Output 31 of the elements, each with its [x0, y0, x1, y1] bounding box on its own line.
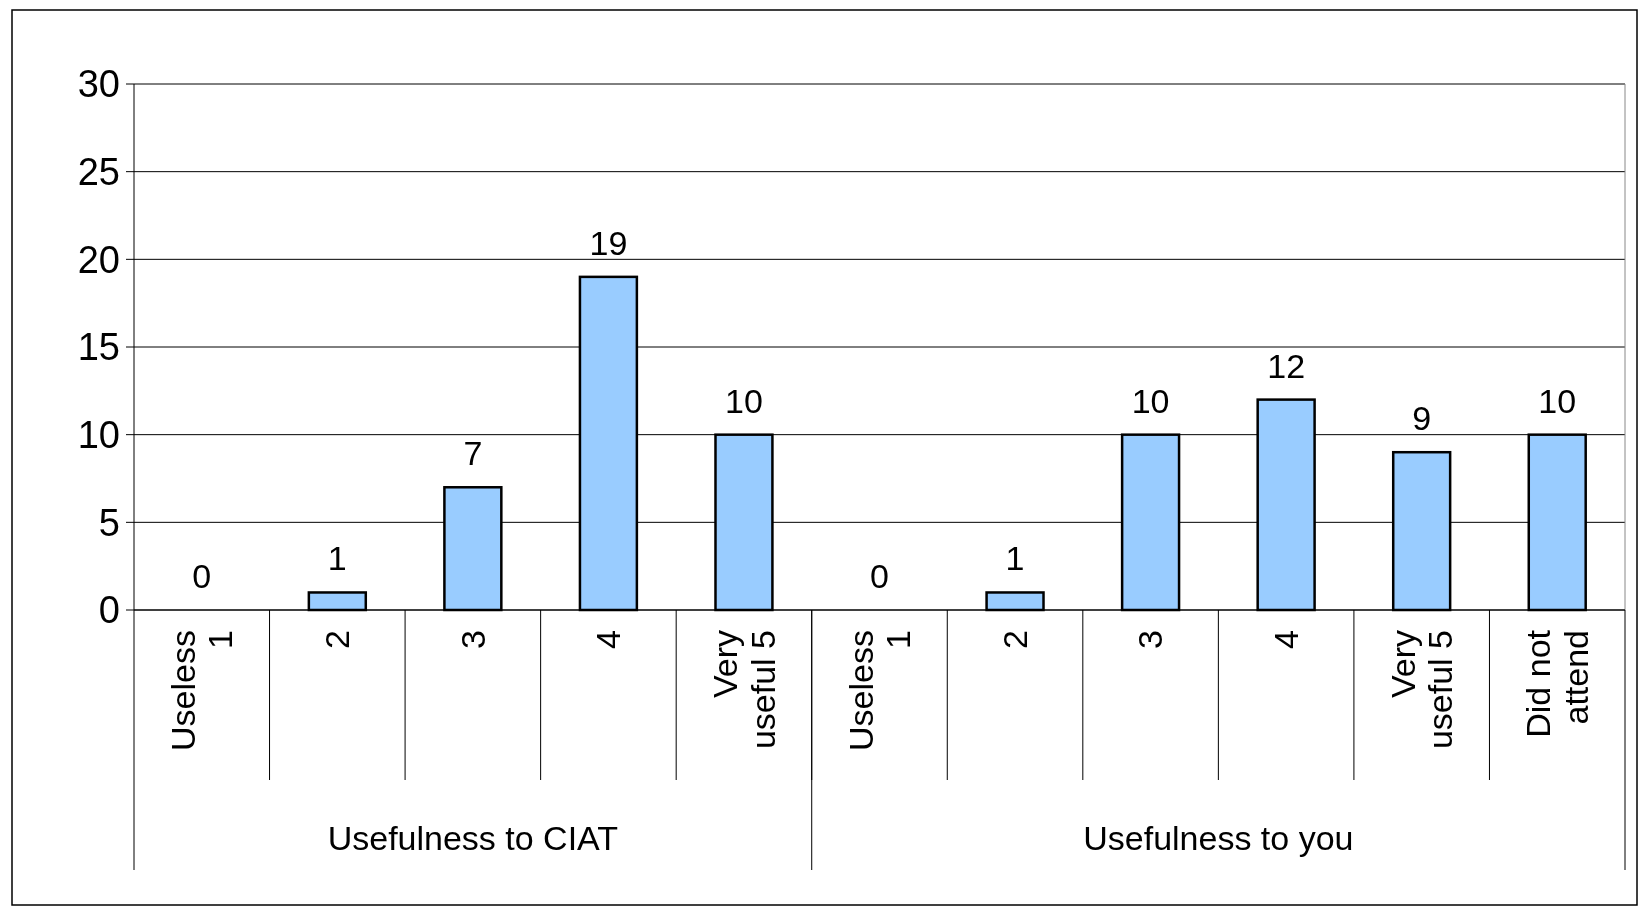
data-label: 1	[327, 539, 347, 578]
x-tick-label: 2	[995, 630, 1034, 649]
x-tick-label: 4	[1267, 630, 1306, 649]
data-label: 0	[870, 557, 889, 595]
y-tick-label: 25	[77, 150, 120, 193]
data-label: 10	[725, 381, 763, 420]
x-tick-label: 3	[1131, 630, 1170, 649]
x-tick-label: 2	[318, 630, 357, 649]
y-tick-label: 0	[98, 589, 120, 632]
y-tick-label: 20	[77, 238, 120, 281]
x-tick-label: Did not attend	[1519, 629, 1595, 738]
data-label: 0	[192, 557, 212, 595]
y-tick-label: 5	[98, 501, 120, 544]
data-label: 1	[1005, 539, 1025, 578]
text: Usefulness to CIAT	[327, 819, 619, 857]
y-tick-label: 15	[77, 326, 120, 369]
data-label: 7	[463, 434, 483, 473]
data-label: 9	[1412, 399, 1432, 438]
data-label: 10	[1131, 381, 1170, 420]
y-tick-label: 30	[77, 63, 120, 106]
x-tick-label: Very useful 5	[706, 630, 782, 750]
data-label: 19	[589, 223, 628, 262]
x-tick-label: Useless 1	[163, 630, 240, 751]
x-tick-label: 3	[453, 630, 492, 649]
x-tick-label: Very useful 5	[1383, 630, 1460, 750]
data-label: 10	[1538, 381, 1577, 420]
y-tick-label: 10	[77, 413, 120, 456]
x-tick-label: 4	[589, 630, 628, 649]
x-tick-label: Useless 1	[841, 630, 918, 751]
text: Usefulness to you	[1083, 819, 1354, 857]
data-label: 12	[1267, 346, 1306, 385]
